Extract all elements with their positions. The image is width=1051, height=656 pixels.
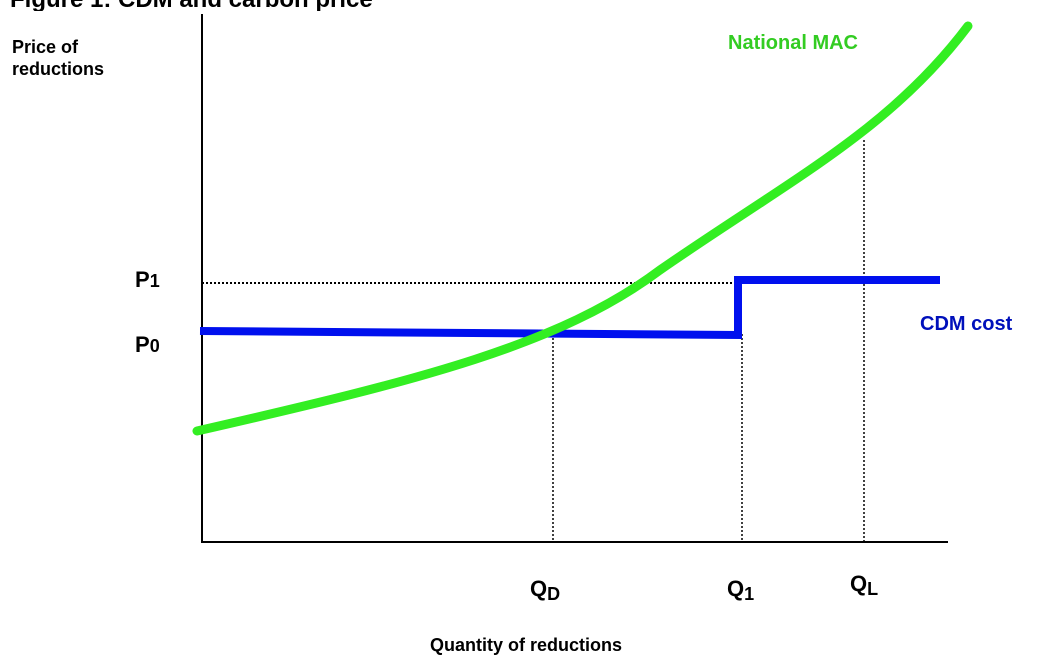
y-axis-title: Price of reductions [12,37,105,79]
ql-label: QL [850,571,879,599]
q1-label: Q1 [727,576,755,604]
x-axis-title: Quantity of reductions [430,635,623,655]
national-mac-curve [192,21,973,436]
p1-label: P1 [135,267,160,292]
qd-label: QD [530,576,561,604]
cdm-cost-curve [199,276,940,340]
national-mac-label: National MAC [728,32,858,54]
p0-label: P0 [135,332,160,357]
figure-title-fragment: Figure 1: CDM and carbon price [0,0,700,11]
cdm-cost-label: CDM cost [920,313,1013,335]
